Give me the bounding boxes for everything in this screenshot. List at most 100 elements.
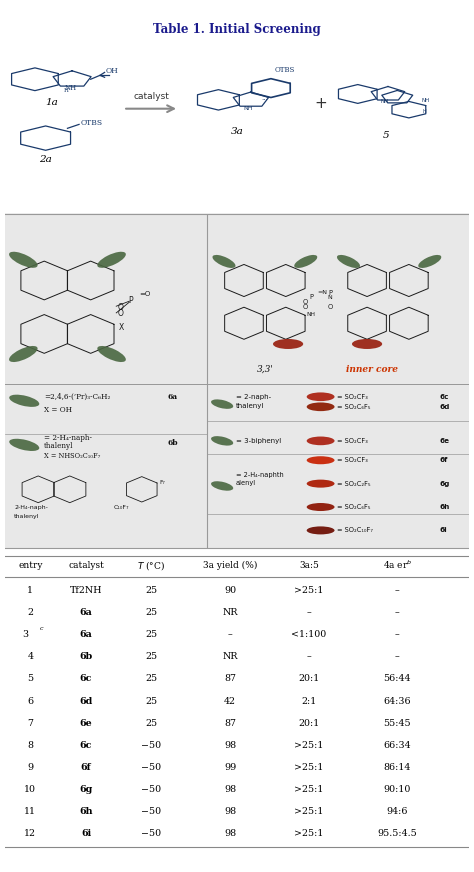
Text: –: – bbox=[395, 652, 400, 661]
Text: 6c: 6c bbox=[439, 394, 448, 399]
Text: 98: 98 bbox=[224, 741, 236, 750]
Text: –: – bbox=[395, 630, 400, 639]
Text: = 2-H₄-naph-: = 2-H₄-naph- bbox=[44, 433, 92, 441]
Text: 25: 25 bbox=[145, 719, 157, 728]
Text: 86:14: 86:14 bbox=[383, 763, 411, 772]
Text: 5: 5 bbox=[27, 675, 33, 684]
Text: 98: 98 bbox=[224, 785, 236, 794]
Ellipse shape bbox=[294, 255, 317, 268]
Text: 95.5:4.5: 95.5:4.5 bbox=[377, 829, 417, 838]
Text: 55:45: 55:45 bbox=[383, 719, 411, 728]
Text: 3a yield (%): 3a yield (%) bbox=[203, 561, 257, 569]
Text: <1:100: <1:100 bbox=[292, 630, 327, 639]
Text: 66:34: 66:34 bbox=[383, 741, 411, 750]
Ellipse shape bbox=[9, 252, 37, 268]
Text: 42: 42 bbox=[224, 697, 236, 705]
Text: 3,3': 3,3' bbox=[256, 364, 273, 373]
Ellipse shape bbox=[211, 481, 233, 491]
Ellipse shape bbox=[211, 436, 233, 446]
Text: 2: 2 bbox=[27, 608, 33, 617]
Ellipse shape bbox=[97, 346, 126, 362]
Ellipse shape bbox=[307, 527, 335, 535]
Ellipse shape bbox=[307, 456, 335, 464]
Text: X = OH: X = OH bbox=[44, 406, 73, 414]
Text: NH: NH bbox=[421, 99, 430, 104]
Ellipse shape bbox=[9, 395, 39, 407]
Text: = SO₂C₁₀F₇: = SO₂C₁₀F₇ bbox=[337, 528, 373, 534]
Text: 25: 25 bbox=[145, 608, 157, 617]
Text: 6d: 6d bbox=[439, 404, 449, 410]
Text: 87: 87 bbox=[224, 675, 236, 684]
Ellipse shape bbox=[307, 437, 335, 446]
Text: 6d: 6d bbox=[80, 697, 92, 705]
Text: c: c bbox=[40, 626, 44, 631]
Text: 6c: 6c bbox=[80, 675, 92, 684]
Text: NH: NH bbox=[64, 85, 77, 92]
Text: 25: 25 bbox=[145, 586, 157, 595]
Text: –: – bbox=[307, 608, 311, 617]
Text: 12: 12 bbox=[24, 829, 36, 838]
Text: –: – bbox=[307, 652, 311, 661]
Text: 6a: 6a bbox=[80, 608, 92, 617]
Text: 98: 98 bbox=[224, 807, 236, 816]
Text: ...: ... bbox=[262, 95, 268, 101]
Text: +: + bbox=[314, 96, 327, 112]
Text: = SO₂C₂F₅: = SO₂C₂F₅ bbox=[337, 480, 371, 487]
Ellipse shape bbox=[97, 252, 126, 268]
Text: 25: 25 bbox=[145, 697, 157, 705]
Text: 6a: 6a bbox=[80, 630, 92, 639]
Text: H: H bbox=[64, 88, 69, 93]
Text: catalyst: catalyst bbox=[68, 561, 104, 569]
Text: 90: 90 bbox=[224, 586, 236, 595]
Text: 3a:5: 3a:5 bbox=[299, 561, 319, 569]
Text: O: O bbox=[118, 303, 124, 311]
Text: 25: 25 bbox=[145, 675, 157, 684]
Text: = SO₂CF₃: = SO₂CF₃ bbox=[337, 394, 368, 399]
Text: NR: NR bbox=[222, 652, 238, 661]
Text: >25:1: >25:1 bbox=[294, 807, 324, 816]
Text: = SO₂CF₃: = SO₂CF₃ bbox=[337, 438, 368, 444]
Text: OTBS: OTBS bbox=[274, 66, 294, 74]
Text: >25:1: >25:1 bbox=[294, 586, 324, 595]
Text: 6i: 6i bbox=[439, 528, 447, 534]
Text: X = NHSO₂C₁₀F₇: X = NHSO₂C₁₀F₇ bbox=[44, 452, 100, 460]
Text: X: X bbox=[119, 323, 124, 331]
Text: 6g: 6g bbox=[80, 785, 92, 794]
Text: P: P bbox=[128, 296, 132, 305]
Text: NH: NH bbox=[307, 312, 316, 317]
Text: 8: 8 bbox=[27, 741, 33, 750]
Ellipse shape bbox=[307, 480, 335, 487]
Text: 25: 25 bbox=[145, 652, 157, 661]
Text: 87: 87 bbox=[224, 719, 236, 728]
Text: 56:44: 56:44 bbox=[383, 675, 411, 684]
Text: 20:1: 20:1 bbox=[298, 719, 319, 728]
Text: N: N bbox=[328, 296, 332, 300]
Text: >25:1: >25:1 bbox=[294, 829, 324, 838]
Ellipse shape bbox=[9, 346, 37, 362]
Text: 6e: 6e bbox=[439, 438, 449, 444]
Text: 6h: 6h bbox=[79, 807, 93, 816]
Text: O: O bbox=[303, 304, 309, 310]
Text: −50: −50 bbox=[141, 763, 161, 772]
Ellipse shape bbox=[307, 403, 335, 411]
Text: >25:1: >25:1 bbox=[294, 763, 324, 772]
Text: 94:6: 94:6 bbox=[386, 807, 408, 816]
Ellipse shape bbox=[273, 339, 303, 349]
Text: 6f: 6f bbox=[81, 763, 91, 772]
Ellipse shape bbox=[352, 339, 382, 349]
Text: = 2-H₄-naphth: = 2-H₄-naphth bbox=[236, 473, 284, 478]
Text: 2:1: 2:1 bbox=[301, 697, 317, 705]
Ellipse shape bbox=[211, 399, 233, 409]
Text: 6h: 6h bbox=[439, 504, 449, 510]
Ellipse shape bbox=[212, 255, 236, 268]
Text: O: O bbox=[118, 310, 124, 318]
Text: NH: NH bbox=[381, 99, 389, 104]
Text: –: – bbox=[395, 586, 400, 595]
Text: 3: 3 bbox=[23, 630, 29, 639]
Text: P: P bbox=[310, 294, 313, 300]
Text: entry: entry bbox=[18, 561, 43, 569]
Text: >25:1: >25:1 bbox=[294, 741, 324, 750]
Text: 11: 11 bbox=[24, 807, 36, 816]
Text: Table 1. Initial Screening: Table 1. Initial Screening bbox=[153, 24, 321, 37]
Text: = SO₂CF₃: = SO₂CF₃ bbox=[337, 457, 368, 463]
